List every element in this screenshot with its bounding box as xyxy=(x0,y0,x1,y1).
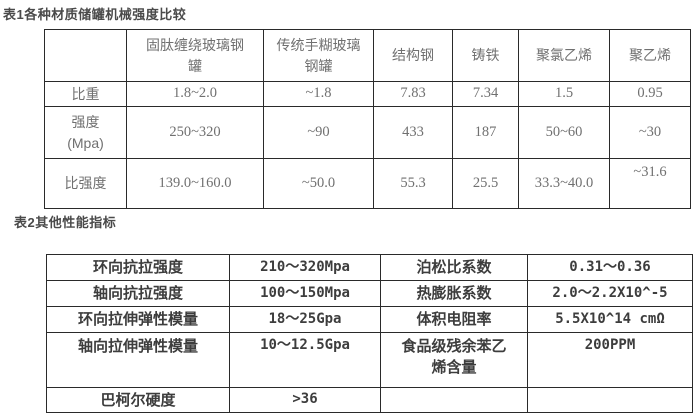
value-volume-resistivity: 5.5X10^14 cmΩ xyxy=(527,306,693,333)
value-thermal-expansion: 2.0～2.2X10^-5 xyxy=(527,280,693,307)
table2-row-barcol-hardness: 巴柯尔硬度 >36 xyxy=(46,387,693,413)
table2-row-hoop-tensile-strength: 环向抗拉强度 210～320Mpa 泊松比系数 0.31～0.36 xyxy=(46,254,693,281)
table2-row-hoop-elastic-modulus: 环向拉伸弹性模量 18～25Gpa 体积电阻率 5.5X10^14 cmΩ xyxy=(46,306,693,333)
table1-row-specific-gravity: 比重 1.8~2.0 ~1.8 7.83 7.34 1.5 0.95 xyxy=(44,81,691,107)
label-axial-elastic-modulus: 轴向拉伸弹性模量 xyxy=(46,332,230,388)
table1-row-strength-mpa: 强度 (Mpa) 250~320 ~90 433 187 50~60 ~30 xyxy=(44,106,691,159)
cell: 1.5 xyxy=(518,81,610,107)
table2-other-performance-indicators: 环向抗拉强度 210～320Mpa 泊松比系数 0.31～0.36 轴向抗拉强度… xyxy=(46,254,693,413)
value-axial-elastic-modulus: 10～12.5Gpa xyxy=(229,332,381,388)
table1-title: 表1各种材质储罐机械强度比较 xyxy=(3,7,187,22)
label-volume-resistivity: 体积电阻率 xyxy=(380,306,528,333)
row-label-specific-gravity: 比重 xyxy=(44,81,127,107)
label-axial-tensile-strength: 轴向抗拉强度 xyxy=(46,280,230,307)
label-barcol-hardness: 巴柯尔硬度 xyxy=(46,387,230,413)
empty-cell xyxy=(380,387,528,413)
row-label-strength-mpa: 强度 (Mpa) xyxy=(44,106,127,159)
cell: 55.3 xyxy=(373,158,453,209)
label-hoop-elastic-modulus: 环向拉伸弹性模量 xyxy=(46,306,230,333)
label-thermal-expansion: 热膨胀系数 xyxy=(380,280,528,307)
cell: ~50.0 xyxy=(263,158,374,209)
cell: 7.34 xyxy=(452,81,519,107)
value-barcol-hardness: >36 xyxy=(229,387,381,413)
row-label-specific-strength: 比强度 xyxy=(44,158,127,209)
table1-header-pvc: 聚氯乙烯 xyxy=(518,29,610,82)
cell: 433 xyxy=(373,106,453,159)
table1-row-specific-strength: 比强度 139.0~160.0 ~50.0 55.3 25.5 33.3~40.… xyxy=(44,158,691,209)
value-hoop-elastic-modulus: 18～25Gpa xyxy=(229,306,381,333)
empty-cell xyxy=(527,387,693,413)
table1-header-filament-wound-frp-tank: 固肽缠绕玻璃钢 罐 xyxy=(126,29,264,82)
table1-header-structural-steel: 结构钢 xyxy=(373,29,453,82)
cell: 50~60 xyxy=(518,106,610,159)
value-axial-tensile-strength: 100～150Mpa xyxy=(229,280,381,307)
table1-header-pe: 聚乙烯 xyxy=(609,29,691,82)
table1-header-row: 固肽缠绕玻璃钢 罐 传统手糊玻璃 钢罐 结构钢 铸铁 聚氯乙烯 聚乙烯 xyxy=(44,29,691,82)
table1-header-blank xyxy=(44,29,127,82)
table1-material-strength-comparison: 固肽缠绕玻璃钢 罐 传统手糊玻璃 钢罐 结构钢 铸铁 聚氯乙烯 聚乙烯 比重 1… xyxy=(44,29,691,209)
cell: 1.8~2.0 xyxy=(126,81,264,107)
cell: ~30 xyxy=(609,106,691,159)
cell: 250~320 xyxy=(126,106,264,159)
cell: ~1.8 xyxy=(263,81,374,107)
label-poisson-ratio: 泊松比系数 xyxy=(380,254,528,281)
cell: ~31.6 xyxy=(609,158,691,209)
label-food-grade-residual-styrene: 食品级残余苯乙 烯含量 xyxy=(380,332,528,388)
table1-header-cast-iron: 铸铁 xyxy=(452,29,519,82)
table1-header-hand-layup-frp-tank: 传统手糊玻璃 钢罐 xyxy=(263,29,374,82)
label-hoop-tensile-strength: 环向抗拉强度 xyxy=(46,254,230,281)
value-poisson-ratio: 0.31～0.36 xyxy=(527,254,693,281)
cell: ~90 xyxy=(263,106,374,159)
table2-title: 表2其他性能指标 xyxy=(14,215,117,230)
value-food-grade-residual-styrene: 200PPM xyxy=(527,332,693,388)
value-hoop-tensile-strength: 210～320Mpa xyxy=(229,254,381,281)
table2-row-axial-tensile-strength: 轴向抗拉强度 100～150Mpa 热膨胀系数 2.0～2.2X10^-5 xyxy=(46,280,693,307)
cell: 0.95 xyxy=(609,81,691,107)
cell: 7.83 xyxy=(373,81,453,107)
cell: 139.0~160.0 xyxy=(126,158,264,209)
cell: 187 xyxy=(452,106,519,159)
table2-row-axial-elastic-modulus: 轴向拉伸弹性模量 10～12.5Gpa 食品级残余苯乙 烯含量 200PPM xyxy=(46,332,693,388)
cell: 33.3~40.0 xyxy=(518,158,610,209)
cell: 25.5 xyxy=(452,158,519,209)
